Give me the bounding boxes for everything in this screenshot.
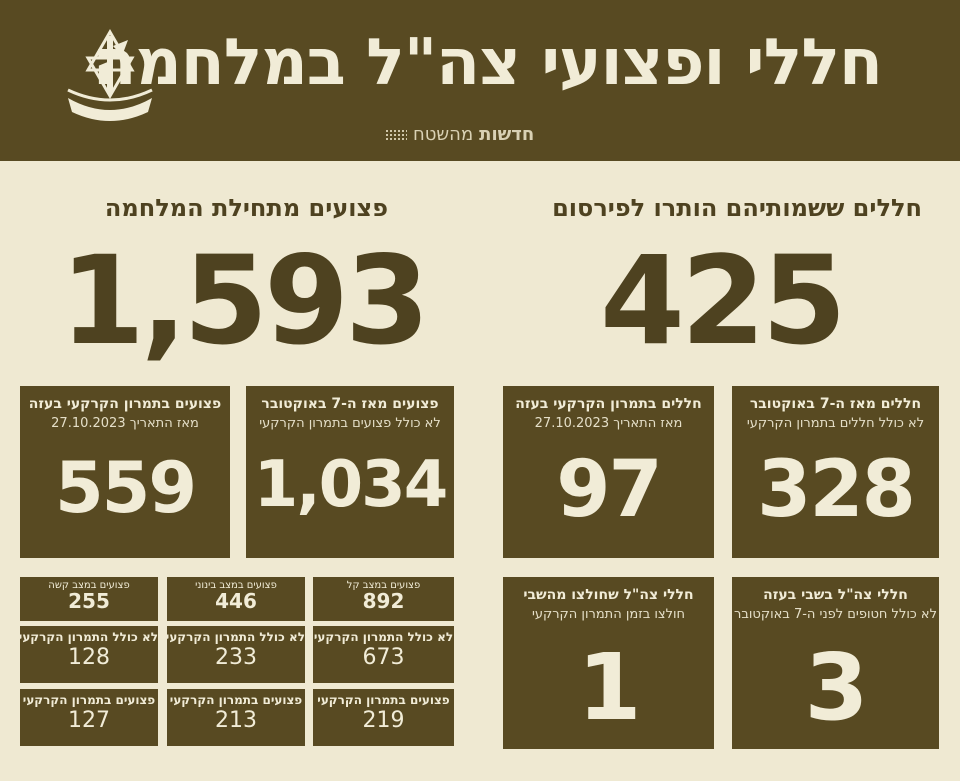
wounded-severe-excl-label: לא כולל התמרון הקרקעי — [20, 630, 158, 644]
wounded-since-oct7-title: פצועים מאז ה-7 באוקטובר — [261, 396, 439, 412]
wounded-since-oct7-box: פצועים מאז ה-7 באוקטובר לא כולל פצועים ב… — [246, 386, 454, 558]
wounded-light-total-box: פצועים במצב קל 892 — [313, 577, 454, 621]
wounded-severe-excl-value: 128 — [68, 645, 110, 670]
wounded-moderate-excl-value: 233 — [215, 645, 257, 670]
wounded-ground-op-title: פצועים בתמרון הקרקעי בעזה — [28, 396, 222, 412]
casualties-rescued-box: חללי צה"ל שחולצו מהשבי חולצו בזמן התמרון… — [503, 577, 714, 749]
wounded-since-oct7-value: 1,034 — [253, 448, 448, 522]
wounded-ground-op-box: פצועים בתמרון הקרקעי בעזה מאז התאריך 27.… — [20, 386, 230, 558]
casualties-rescued-subtitle: חולצו בזמן התמרון הקרקעי — [531, 607, 686, 622]
wounded-light-excl-value: 673 — [362, 645, 405, 670]
wounded-title: פצועים מתחילת המלחמה — [104, 194, 388, 222]
wounded-light-label: פצועים במצב קל — [346, 580, 421, 591]
casualties-total: 425 — [600, 230, 847, 372]
casualties-title: חללים ששמותיהם הותרו לפירסום — [552, 194, 922, 222]
wounded-moderate-excl-box: לא כולל התמרון הקרקעי 233 — [167, 626, 305, 683]
casualties-ground-op-box: חללים בתמרון הקרקעי בעזה מאז התאריך 27.1… — [503, 386, 714, 558]
wounded-severe-ground-box: פצועים בתמרון הקרקעי 127 — [20, 689, 158, 746]
casualties-ground-op-title: חללים בתמרון הקרקעי בעזה — [515, 396, 702, 412]
wounded-light-value: 892 — [362, 589, 405, 613]
wounded-light-excl-label: לא כולל התמרון הקרקעי — [313, 630, 454, 644]
wounded-moderate-total-box: פצועים במצב בינוני 446 — [167, 577, 305, 621]
casualties-captivity-subtitle: לא כולל חטופים לפני ה-7 באוקטובר — [734, 607, 937, 622]
wounded-since-oct7-subtitle: לא כולל פצועים בתמרון הקרקעי — [259, 416, 441, 431]
wounded-severe-excl-box: לא כולל התמרון הקרקעי 128 — [20, 626, 158, 683]
casualties-ground-op-subtitle: מאז התאריך 27.10.2023 — [534, 416, 683, 431]
wounded-severe-ground-value: 127 — [68, 708, 110, 733]
wounded-severe-label: פצועים במצב קשה — [48, 580, 130, 591]
brand-label: חדשות מהשטח — [385, 124, 534, 145]
wounded-severe-value: 255 — [68, 589, 110, 613]
idf-emblem-icon — [67, 29, 153, 121]
wounded-ground-op-subtitle: מאז התאריך 27.10.2023 — [51, 416, 199, 431]
wounded-ground-op-value: 559 — [54, 447, 197, 529]
wounded-severe-ground-label: פצועים בתמרון הקרקעי — [22, 693, 156, 707]
wounded-moderate-ground-value: 213 — [215, 708, 257, 733]
casualties-captivity-title: חללי צה"ל בשבי בעזה — [763, 587, 908, 603]
casualties-captivity-value: 3 — [804, 634, 868, 741]
wounded-total: 1,593 — [60, 230, 430, 372]
wounded-light-ground-box: פצועים בתמרון הקרקעי 219 — [313, 689, 454, 746]
casualties-since-oct7-value: 328 — [757, 445, 916, 535]
wounded-moderate-value: 446 — [215, 589, 257, 613]
casualties-rescued-title: חללי צה"ל שחולצו מהשבי — [523, 587, 694, 603]
dots-icon — [385, 128, 407, 141]
wounded-moderate-label: פצועים במצב בינוני — [195, 580, 277, 591]
wounded-moderate-ground-box: פצועים בתמרון הקרקעי 213 — [167, 689, 305, 746]
wounded-severe-total-box: פצועים במצב קשה 255 — [20, 577, 158, 621]
casualties-ground-op-value: 97 — [556, 445, 663, 535]
wounded-light-excl-box: לא כולל התמרון הקרקעי 673 — [313, 626, 454, 683]
casualties-since-oct7-title: חללים מאז ה-7 באוקטובר — [749, 396, 922, 412]
wounded-light-ground-label: פצועים בתמרון הקרקעי — [317, 693, 450, 707]
wounded-moderate-ground-label: פצועים בתמרון הקרקעי — [169, 693, 303, 707]
header-bar: חללי ופצועי צה"ל במלחמה חדשות מהשטח — [0, 0, 960, 161]
brand-rest: מהשטח — [413, 124, 474, 145]
casualties-rescued-value: 1 — [577, 634, 641, 741]
page-title: חללי ופצועי צה"ל במלחמה — [92, 26, 883, 100]
casualties-captivity-box: חללי צה"ל בשבי בעזה לא כולל חטופים לפני … — [732, 577, 939, 749]
wounded-light-ground-value: 219 — [362, 708, 405, 733]
casualties-since-oct7-box: חללים מאז ה-7 באוקטובר לא כולל חללים בתמ… — [732, 386, 939, 558]
casualties-since-oct7-subtitle: לא כולל חללים בתמרון הקרקעי — [746, 416, 925, 431]
brand-bold: חדשות — [479, 124, 535, 145]
wounded-moderate-excl-label: לא כולל התמרון הקרקעי — [167, 630, 305, 644]
